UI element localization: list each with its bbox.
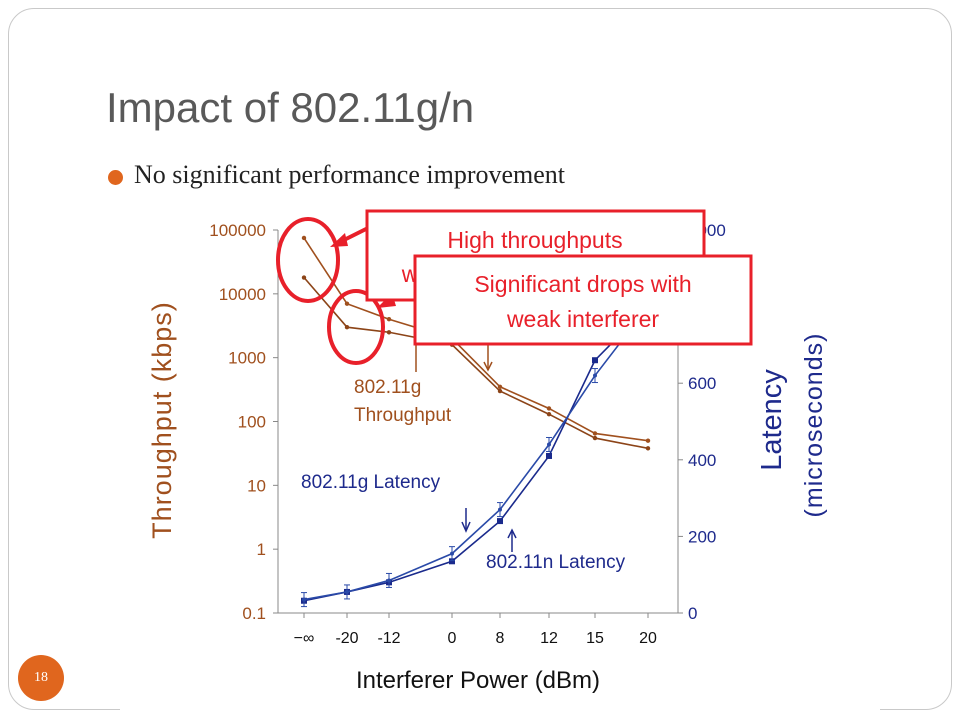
chart-axes: 1000001000010001001010.10200400600800100… <box>147 221 828 694</box>
slide-frame-gap <box>120 702 880 714</box>
data-point <box>592 357 598 364</box>
left-tick-label: 10 <box>247 476 266 495</box>
data-point <box>301 235 307 241</box>
data-point <box>387 578 391 583</box>
data-point <box>592 435 598 441</box>
data-point <box>645 446 651 451</box>
x-tick-label: 0 <box>448 630 457 647</box>
data-point <box>498 507 502 512</box>
x-tick-label: 20 <box>639 630 657 647</box>
right-tick-label: 400 <box>688 451 716 470</box>
data-point <box>386 330 392 335</box>
x-tick-label: -12 <box>377 630 400 647</box>
data-point <box>386 317 392 322</box>
data-point <box>593 373 597 378</box>
data-point <box>302 597 306 602</box>
left-tick-label: 100 <box>238 413 266 432</box>
label-802-11n-latency: 802.11n Latency <box>486 552 626 573</box>
data-point <box>497 388 503 394</box>
series-line-802-11n-latency <box>303 306 649 601</box>
left-axis-title: Throughput (kbps) <box>147 301 177 539</box>
data-point <box>547 442 551 447</box>
right-axis-title: Latency <box>756 369 788 471</box>
data-point <box>301 275 307 280</box>
label-802-11g-latency: 802.11g Latency <box>301 472 441 493</box>
right-tick-label: 0 <box>688 604 697 623</box>
right-tick-label: 200 <box>688 527 716 546</box>
pointer-n-latency-head <box>507 528 517 539</box>
highlight-circle-high-throughput <box>276 217 340 303</box>
callout-high-line1: High throughputs <box>447 227 622 253</box>
data-point <box>450 551 454 556</box>
callout-box-significant-drops <box>413 254 753 346</box>
right-axis-title-line2: (microseconds) <box>800 333 828 518</box>
data-point <box>645 438 651 443</box>
slide-title: Impact of 802.11g/n <box>106 84 475 131</box>
x-tick-label: 15 <box>586 630 604 647</box>
left-tick-label: 0.1 <box>242 604 266 623</box>
chart-series <box>301 235 651 608</box>
series-line-802-11g-throughput <box>303 277 649 450</box>
data-point <box>497 384 503 389</box>
data-point <box>546 452 552 459</box>
x-tick-label: 12 <box>540 630 558 647</box>
left-tick-label: 100000 <box>209 221 266 240</box>
slide-frame <box>8 8 952 710</box>
left-tick-label: 10000 <box>219 285 266 304</box>
bullet-text: No significant performance improvement <box>134 160 566 189</box>
data-point <box>592 431 598 436</box>
data-point <box>344 325 350 330</box>
left-tick-label: 1 <box>257 540 266 559</box>
data-point <box>344 301 350 306</box>
x-tick-label: -20 <box>335 630 358 647</box>
data-point <box>546 406 552 411</box>
page-number-badge: 18 <box>18 655 64 701</box>
label-802-11g-throughput-line1: 802.11g <box>354 377 421 398</box>
data-point <box>449 558 455 565</box>
callout-drops-line2: weak interferer <box>506 306 659 332</box>
label-802-11g-throughput-line2: Throughput <box>354 405 452 426</box>
x-axis-title: Interferer Power (dBm) <box>356 667 600 694</box>
x-tick-label: 8 <box>496 630 505 647</box>
callout-drops-line1: Significant drops with <box>474 271 691 297</box>
bullet-dot-icon <box>108 170 123 185</box>
pointer-n-throughput-head <box>483 361 493 372</box>
data-point <box>497 518 503 525</box>
pointer-g-latency-head <box>461 521 471 533</box>
left-tick-label: 1000 <box>228 349 266 368</box>
series-line-802-11n-throughput <box>303 237 649 442</box>
x-tick-label: −∞ <box>294 630 315 647</box>
data-point <box>345 589 349 594</box>
data-point <box>546 412 552 417</box>
chart-annotations: 802.11g Throughput 802.11g Latency 802.11n … <box>276 209 753 573</box>
callout-arrow-high-head <box>330 233 348 247</box>
highlight-circle-drop <box>327 289 385 365</box>
right-tick-label: 600 <box>688 374 716 393</box>
